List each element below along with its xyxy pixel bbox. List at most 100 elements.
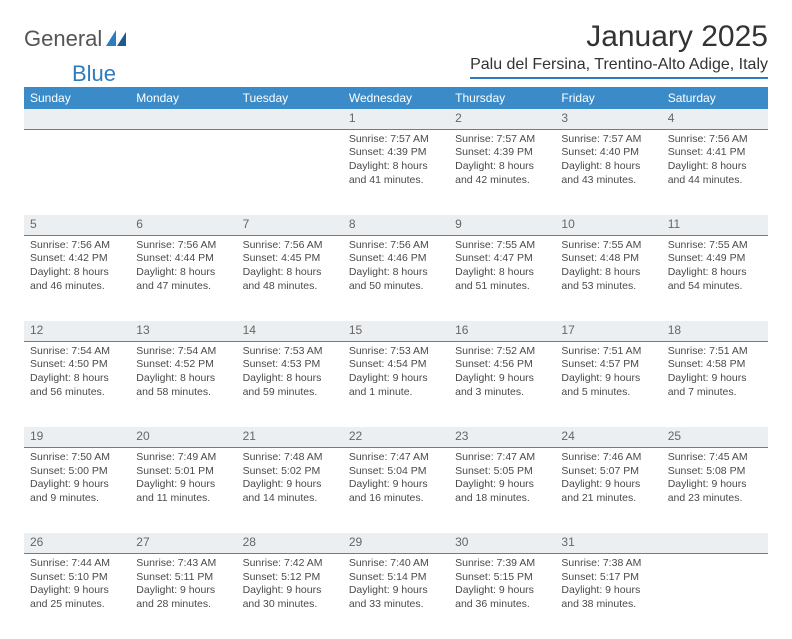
daylight-text-1: Daylight: 8 hours	[136, 372, 230, 386]
day-cell: Sunrise: 7:55 AMSunset: 4:49 PMDaylight:…	[662, 235, 768, 321]
sunrise-text: Sunrise: 7:56 AM	[243, 239, 337, 253]
daynum-row: 1234	[24, 109, 768, 129]
day-number: 28	[237, 533, 343, 553]
day-cell: Sunrise: 7:56 AMSunset: 4:45 PMDaylight:…	[237, 235, 343, 321]
day-cell: Sunrise: 7:53 AMSunset: 4:54 PMDaylight:…	[343, 341, 449, 427]
daylight-text-1: Daylight: 8 hours	[349, 266, 443, 280]
day-cell-content: Sunrise: 7:51 AMSunset: 4:58 PMDaylight:…	[662, 342, 768, 406]
sunrise-text: Sunrise: 7:56 AM	[349, 239, 443, 253]
sunrise-text: Sunrise: 7:54 AM	[136, 345, 230, 359]
day-cell-content: Sunrise: 7:39 AMSunset: 5:15 PMDaylight:…	[449, 554, 555, 618]
daylight-text-1: Daylight: 8 hours	[668, 160, 762, 174]
daylight-text-1: Daylight: 9 hours	[30, 584, 124, 598]
daynum-row: 12131415161718	[24, 321, 768, 341]
daylight-text-2: and 23 minutes.	[668, 492, 762, 506]
day-cell-content: Sunrise: 7:56 AMSunset: 4:42 PMDaylight:…	[24, 236, 130, 300]
daylight-text-2: and 18 minutes.	[455, 492, 549, 506]
day-cell-content: Sunrise: 7:53 AMSunset: 4:53 PMDaylight:…	[237, 342, 343, 406]
day-cell: Sunrise: 7:56 AMSunset: 4:46 PMDaylight:…	[343, 235, 449, 321]
sunset-text: Sunset: 5:07 PM	[561, 465, 655, 479]
sunset-text: Sunset: 4:45 PM	[243, 252, 337, 266]
sunrise-text: Sunrise: 7:44 AM	[30, 557, 124, 571]
sunrise-text: Sunrise: 7:52 AM	[455, 345, 549, 359]
daylight-text-1: Daylight: 8 hours	[136, 266, 230, 280]
sunset-text: Sunset: 5:14 PM	[349, 571, 443, 585]
title-block: January 2025 Palu del Fersina, Trentino-…	[470, 20, 768, 79]
day-number: 9	[449, 215, 555, 235]
daylight-text-1: Daylight: 9 hours	[136, 478, 230, 492]
daylight-text-1: Daylight: 9 hours	[561, 372, 655, 386]
day-cell: Sunrise: 7:43 AMSunset: 5:11 PMDaylight:…	[130, 553, 236, 639]
day-number: 25	[662, 427, 768, 447]
sunrise-text: Sunrise: 7:53 AM	[349, 345, 443, 359]
day-cell: Sunrise: 7:49 AMSunset: 5:01 PMDaylight:…	[130, 447, 236, 533]
sunrise-text: Sunrise: 7:57 AM	[455, 133, 549, 147]
sunrise-text: Sunrise: 7:56 AM	[30, 239, 124, 253]
day-number: 10	[555, 215, 661, 235]
sunset-text: Sunset: 5:08 PM	[668, 465, 762, 479]
logo-icon	[106, 28, 128, 51]
sunrise-text: Sunrise: 7:55 AM	[455, 239, 549, 253]
day-cell: Sunrise: 7:55 AMSunset: 4:48 PMDaylight:…	[555, 235, 661, 321]
day-cell: Sunrise: 7:53 AMSunset: 4:53 PMDaylight:…	[237, 341, 343, 427]
sunset-text: Sunset: 4:49 PM	[668, 252, 762, 266]
logo: General	[24, 26, 130, 52]
day-cell-content: Sunrise: 7:54 AMSunset: 4:50 PMDaylight:…	[24, 342, 130, 406]
daylight-text-1: Daylight: 8 hours	[561, 266, 655, 280]
daynum-row: 19202122232425	[24, 427, 768, 447]
day-cell: Sunrise: 7:51 AMSunset: 4:57 PMDaylight:…	[555, 341, 661, 427]
day-cell	[130, 129, 236, 215]
daylight-text-2: and 58 minutes.	[136, 386, 230, 400]
sunset-text: Sunset: 5:15 PM	[455, 571, 549, 585]
day-cell: Sunrise: 7:57 AMSunset: 4:39 PMDaylight:…	[449, 129, 555, 215]
day-number: 31	[555, 533, 661, 553]
sunset-text: Sunset: 4:39 PM	[455, 146, 549, 160]
sunrise-text: Sunrise: 7:43 AM	[136, 557, 230, 571]
sunrise-text: Sunrise: 7:53 AM	[243, 345, 337, 359]
daylight-text-1: Daylight: 8 hours	[243, 372, 337, 386]
sunset-text: Sunset: 4:41 PM	[668, 146, 762, 160]
day-cell-content: Sunrise: 7:55 AMSunset: 4:48 PMDaylight:…	[555, 236, 661, 300]
day-cell-content: Sunrise: 7:43 AMSunset: 5:11 PMDaylight:…	[130, 554, 236, 618]
daylight-text-1: Daylight: 9 hours	[455, 372, 549, 386]
sunrise-text: Sunrise: 7:45 AM	[668, 451, 762, 465]
sunrise-text: Sunrise: 7:38 AM	[561, 557, 655, 571]
calendar-body: 1234 Sunrise: 7:57 AMSunset: 4:39 PM Dayli…	[24, 109, 768, 639]
sunrise-text: Sunrise: 7:39 AM	[455, 557, 549, 571]
sunrise-text: Sunrise: 7:51 AM	[668, 345, 762, 359]
sunset-text: Sunset: 4:52 PM	[136, 358, 230, 372]
day-content-row: Sunrise: 7:57 AMSunset: 4:39 PM Daylight:…	[24, 129, 768, 215]
day-number: 27	[130, 533, 236, 553]
day-cell: Sunrise: 7:56 AMSunset: 4:44 PMDaylight:…	[130, 235, 236, 321]
daylight-text-1: Daylight: 8 hours	[561, 160, 655, 174]
sunset-text: Sunset: 4:47 PM	[455, 252, 549, 266]
day-cell-content: Sunrise: 7:48 AMSunset: 5:02 PMDaylight:…	[237, 448, 343, 512]
sunset-text: Sunset: 4:50 PM	[30, 358, 124, 372]
day-number: 17	[555, 321, 661, 341]
day-number	[237, 109, 343, 129]
sunset-text: Sunset: 5:11 PM	[136, 571, 230, 585]
sunset-text: Sunset: 4:44 PM	[136, 252, 230, 266]
weekday-thursday: Thursday	[449, 87, 555, 109]
day-cell: Sunrise: 7:46 AMSunset: 5:07 PMDaylight:…	[555, 447, 661, 533]
daylight-text-2: and 21 minutes.	[561, 492, 655, 506]
day-number: 22	[343, 427, 449, 447]
sunrise-text: Sunrise: 7:55 AM	[561, 239, 655, 253]
sunrise-text: Sunrise: 7:49 AM	[136, 451, 230, 465]
day-cell-content: Sunrise: 7:47 AMSunset: 5:05 PMDaylight:…	[449, 448, 555, 512]
day-cell: Sunrise: 7:48 AMSunset: 5:02 PMDaylight:…	[237, 447, 343, 533]
weekday-sunday: Sunday	[24, 87, 130, 109]
logo-blue: Blue	[72, 61, 116, 87]
sunrise-text: Sunrise: 7:51 AM	[561, 345, 655, 359]
day-number	[24, 109, 130, 129]
day-number: 12	[24, 321, 130, 341]
sunrise-text: Sunrise: 7:50 AM	[30, 451, 124, 465]
daylight-text-1: Daylight: 9 hours	[349, 372, 443, 386]
day-number: 4	[662, 109, 768, 129]
day-cell-content: Sunrise: 7:47 AMSunset: 5:04 PMDaylight:…	[343, 448, 449, 512]
sunrise-text: Sunrise: 7:46 AM	[561, 451, 655, 465]
daylight-text-2: and 36 minutes.	[455, 598, 549, 612]
day-cell-content: Sunrise: 7:56 AMSunset: 4:41 PMDaylight:…	[662, 130, 768, 194]
daylight-text-2: and 54 minutes.	[668, 280, 762, 294]
day-number: 11	[662, 215, 768, 235]
